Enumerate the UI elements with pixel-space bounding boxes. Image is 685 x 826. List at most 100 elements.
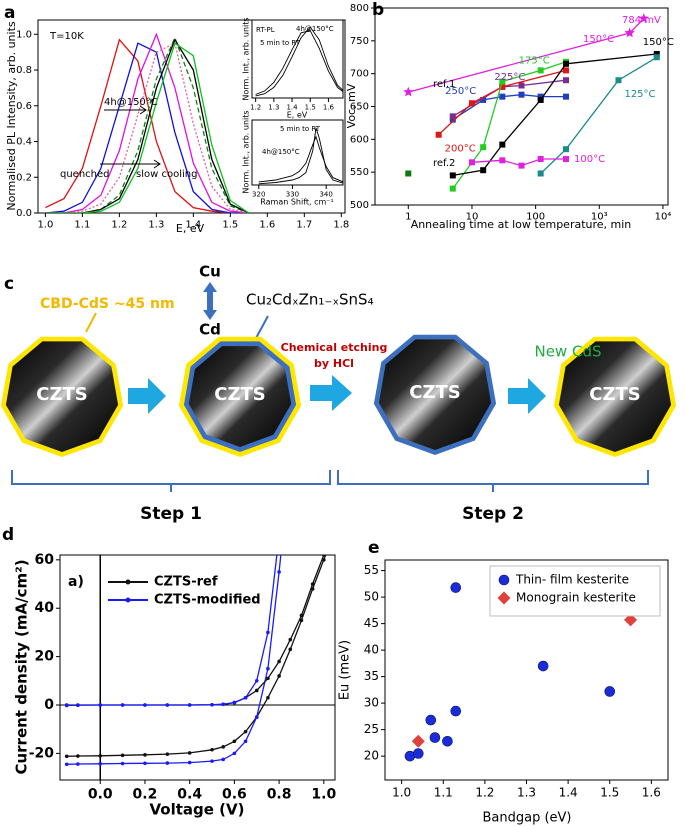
marker: [563, 146, 570, 153]
x-tick-label: 1.4: [185, 220, 201, 231]
y-tick-label: 20: [364, 749, 379, 763]
y-tick-label: 750: [350, 36, 369, 47]
legend-box: [489, 565, 661, 617]
marker: [120, 703, 125, 707]
marker: [563, 77, 570, 84]
y-axis-label: Norm. Int., arb. units: [242, 17, 251, 100]
block: [5, 341, 119, 452]
annotation: ref.1: [433, 79, 455, 90]
marker: [266, 676, 270, 681]
line: [45, 42, 250, 213]
marker: [266, 666, 270, 671]
y-tick-label: 40: [364, 643, 379, 657]
line: [540, 56, 658, 174]
y-tick-label: 0.2: [16, 172, 32, 183]
line: [45, 38, 250, 213]
marker: [518, 91, 525, 98]
x-tick-label: 10³: [591, 212, 608, 223]
marker: [563, 156, 570, 163]
x-tick-label: 1.1: [434, 786, 453, 800]
marker: [322, 555, 326, 557]
x-tick-label: 100: [526, 212, 545, 223]
marker: [221, 702, 226, 707]
series-group: [64, 461, 337, 767]
marker: [537, 660, 549, 672]
marker: [243, 695, 248, 700]
x-tick-label: 1.5: [305, 103, 316, 111]
x-axis-label: Raman Shift, cm⁻¹: [260, 198, 333, 207]
legend-marker: [497, 591, 511, 605]
x-tick-label: 1.0: [37, 220, 53, 231]
marker: [480, 167, 487, 174]
y-tick-label: 600: [350, 134, 369, 145]
block: [188, 346, 292, 447]
x-tick-label: 1.2: [111, 220, 127, 231]
marker: [537, 67, 544, 74]
line: [255, 30, 343, 95]
marker: [537, 96, 544, 103]
marker: [615, 77, 622, 84]
marker: [499, 157, 506, 164]
annotation: 784 mV: [622, 15, 661, 26]
marker: [187, 751, 192, 755]
y-tick-label: 60: [35, 552, 55, 568]
x-axis-label: Bandgap (eV): [482, 811, 571, 826]
marker: [76, 703, 80, 708]
marker: [450, 582, 462, 593]
marker: [412, 748, 424, 759]
marker: [232, 700, 237, 705]
marker: [429, 732, 441, 743]
y-tick-label: 20: [35, 649, 55, 665]
marker: [499, 141, 506, 148]
line: [258, 127, 343, 185]
x-tick-label: 1.5: [600, 786, 619, 800]
pointer: [254, 315, 269, 341]
marker: [143, 753, 147, 757]
label: Cd: [199, 321, 221, 339]
line: [255, 26, 343, 97]
y-axis-label: Norm. Int., arb. units: [242, 110, 251, 193]
x-tick-label: 0.6: [222, 787, 247, 803]
y-tick-label: 35: [364, 669, 379, 683]
line: [45, 36, 250, 213]
annotation: quenched: [60, 169, 110, 180]
legend-marker: [125, 597, 131, 603]
label: CBD-CdS ~45 nm: [40, 296, 175, 312]
marker: [165, 703, 170, 707]
annotation: 5 min to RT: [260, 39, 301, 47]
marker: [653, 54, 660, 61]
x-tick-label: 10⁴: [655, 212, 672, 223]
plot-frame: [374, 7, 669, 206]
marker: [480, 96, 487, 103]
line: [452, 53, 657, 177]
marker: [450, 705, 462, 717]
marker: [165, 761, 170, 765]
marker: [64, 703, 69, 708]
marker: [537, 170, 544, 177]
label: Cu₂CdₓZn₁₋ₓSnS₄: [246, 291, 374, 309]
x-tick-label: 1.0: [311, 787, 336, 803]
y-tick-label: 25: [364, 722, 379, 736]
y-tick-label: 800: [350, 3, 369, 14]
x-tick-label: 1.3: [268, 103, 279, 111]
pointer: [85, 312, 97, 333]
series-label: 125°C: [624, 89, 655, 100]
annotation: 150°C: [583, 34, 614, 45]
annotation: T=10K: [49, 31, 84, 42]
x-tick-label: 1: [405, 212, 411, 223]
x-axis-label: E, eV: [176, 222, 205, 235]
marker: [232, 739, 237, 744]
x-tick-label: 320: [252, 190, 265, 198]
x-tick-label: 1.3: [517, 786, 536, 800]
annotation: a): [68, 574, 84, 590]
marker: [333, 522, 337, 526]
marker: [98, 754, 103, 758]
marker: [299, 618, 304, 623]
marker: [449, 113, 456, 120]
y-tick-label: -20: [29, 745, 55, 761]
annotation: 4h@150°C: [262, 148, 300, 156]
marker: [288, 461, 292, 465]
block: [558, 341, 672, 452]
x-tick-label: 10: [466, 212, 479, 223]
marker: [243, 729, 248, 734]
